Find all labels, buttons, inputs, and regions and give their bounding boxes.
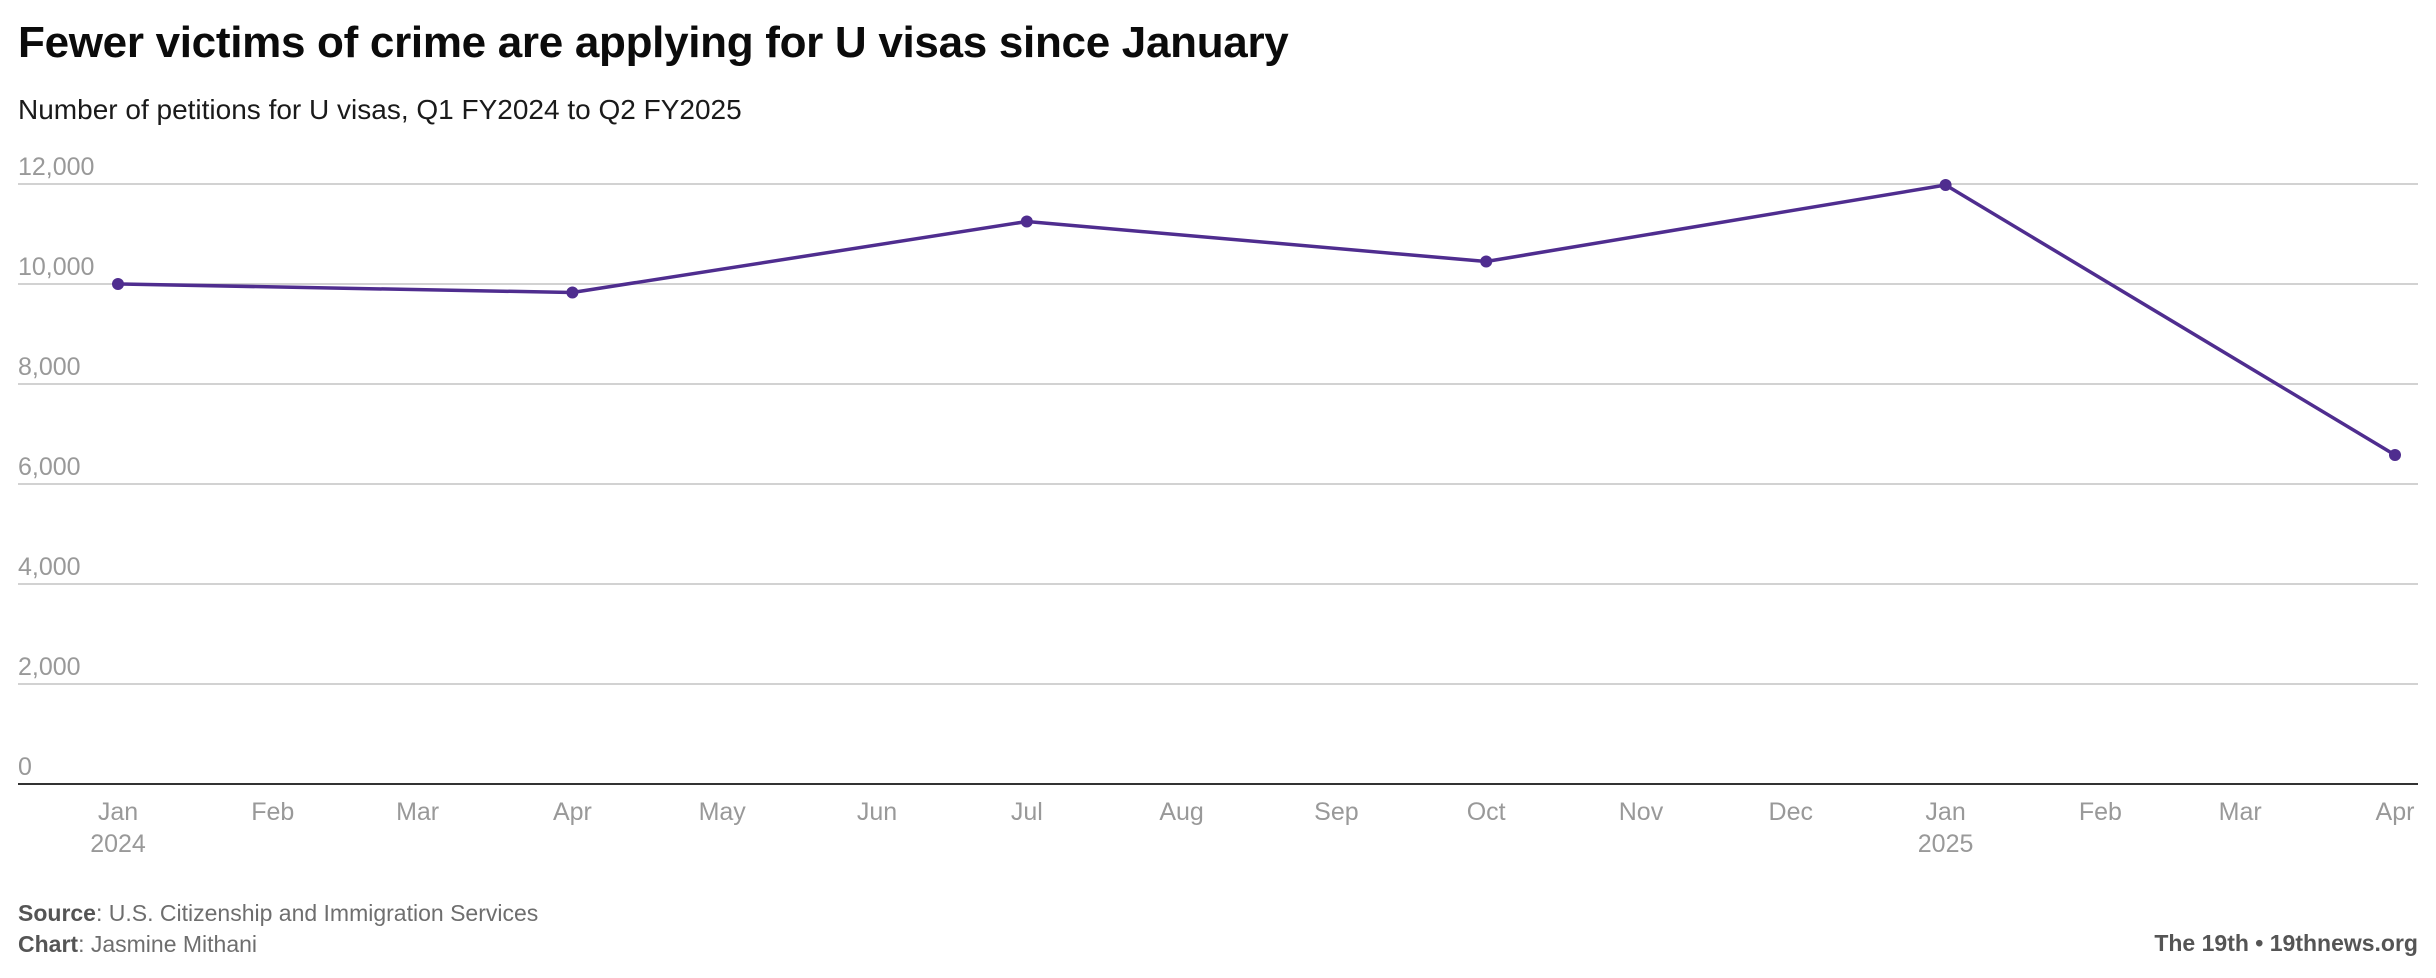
- x-tick-label: Feb: [251, 798, 294, 826]
- x-tick-label: Apr: [553, 798, 592, 826]
- x-axis-ticks: Jan 2024 Feb Mar Apr May Jun Jul Aug Sep Oct Nov Dec…: [90, 798, 2414, 858]
- series-layer: [112, 179, 2401, 461]
- y-tick-label: 4,000: [18, 553, 81, 581]
- x-tick-label: Sep: [1314, 798, 1358, 826]
- x-tick-label: Jan: [98, 798, 138, 826]
- y-tick-label: 8,000: [18, 353, 81, 381]
- x-tick-label: Jun: [857, 798, 897, 826]
- chart-title: Fewer victims of crime are applying for …: [18, 18, 1289, 67]
- publisher-credit: The 19th • 19thnews.org: [2154, 930, 2418, 956]
- data-point: [566, 286, 579, 299]
- x-tick-label: Feb: [2079, 798, 2122, 826]
- x-tick-year-label: 2024: [90, 830, 146, 858]
- x-tick-label: Aug: [1159, 798, 1203, 826]
- y-axis-ticks: 0 2,000 4,000 6,000 8,000 10,000 12,000: [18, 153, 94, 781]
- data-point: [2389, 449, 2401, 461]
- series-line: [116, 183, 2397, 457]
- y-tick-label: 6,000: [18, 453, 81, 481]
- x-tick-label: Nov: [1619, 798, 1664, 826]
- x-tick-label: Jan: [1925, 798, 1965, 826]
- source-line: Source: U.S. Citizenship and Immigration…: [18, 898, 538, 929]
- chart-credit-label: Chart: [18, 931, 79, 957]
- data-point: [1939, 179, 1952, 191]
- x-tick-label: Mar: [2219, 798, 2262, 826]
- source-text: : U.S. Citizenship and Immigration Servi…: [95, 900, 539, 926]
- x-tick-label: Oct: [1467, 798, 1506, 826]
- y-tick-label: 0: [18, 753, 32, 781]
- footer-credits: Source: U.S. Citizenship and Immigration…: [18, 898, 538, 960]
- chart-credit-line: Chart: Jasmine Mithani: [18, 929, 538, 960]
- data-point: [112, 278, 124, 290]
- y-tick-label: 2,000: [18, 653, 81, 681]
- x-tick-year-label: 2025: [1918, 830, 1974, 858]
- grid-lines: [18, 183, 2418, 785]
- data-point: [1480, 255, 1493, 268]
- x-tick-label: Dec: [1769, 798, 1813, 826]
- data-point: [1020, 215, 1033, 228]
- x-tick-label: May: [699, 798, 747, 826]
- x-tick-label: Jul: [1011, 798, 1043, 826]
- source-label: Source: [18, 900, 96, 926]
- x-tick-label: Mar: [396, 798, 439, 826]
- y-tick-label: 12,000: [18, 153, 94, 181]
- chart-credit-text: : Jasmine Mithani: [78, 931, 258, 957]
- line-chart: 0 2,000 4,000 6,000 8,000 10,000 12,000 Jan 202…: [18, 153, 2418, 858]
- y-tick-label: 10,000: [18, 253, 94, 281]
- chart-subtitle: Number of petitions for U visas, Q1 FY20…: [18, 94, 742, 125]
- x-tick-label: Apr: [2376, 798, 2415, 826]
